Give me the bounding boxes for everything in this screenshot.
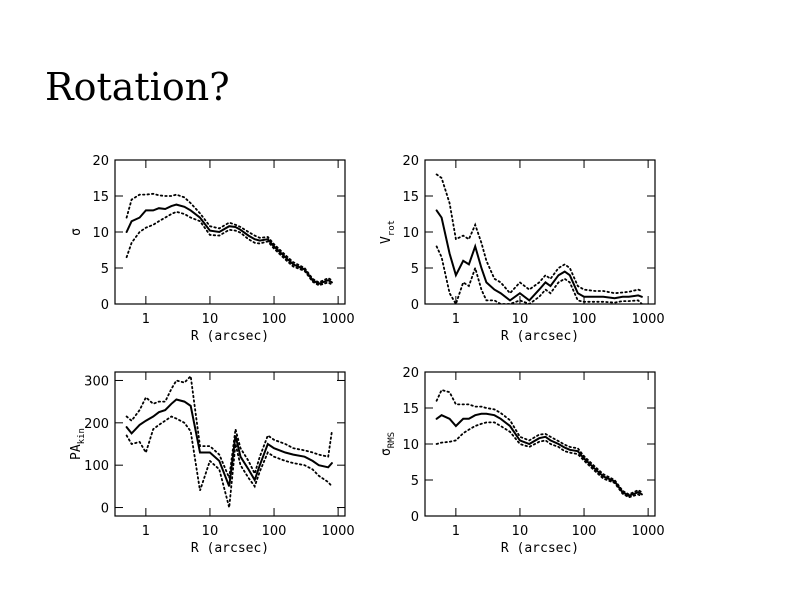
data-line xyxy=(125,398,333,487)
panel: 1 10 100 1000 0 5 10 15 20 R (arcsec) σ xyxy=(69,154,355,344)
y-tick-label: 20 xyxy=(92,154,109,169)
x-axis-label: R (arcsec) xyxy=(191,541,269,556)
y-axis-label: σRMS xyxy=(379,432,397,456)
data-line xyxy=(435,173,643,295)
x-tick-label: 10 xyxy=(512,312,529,327)
x-tick-label: 10 xyxy=(202,524,219,539)
panel: 1 10 100 1000 0 5 10 15 20 R (arcsec) Vrot xyxy=(379,154,665,344)
x-tick-label: 100 xyxy=(262,524,287,539)
x-tick-label: 1000 xyxy=(322,312,355,327)
y-tick-label: 5 xyxy=(101,262,109,277)
x-tick-label: 100 xyxy=(572,312,597,327)
x-tick-label: 1000 xyxy=(632,524,665,539)
data-line xyxy=(435,388,643,496)
plot-frame xyxy=(114,371,346,517)
data-line xyxy=(435,245,643,304)
data-line xyxy=(125,203,333,285)
x-tick-label: 1000 xyxy=(632,312,665,327)
plot-frame xyxy=(424,371,656,517)
y-axis-label-main: PA xyxy=(69,444,84,460)
x-tick-label: 100 xyxy=(572,524,597,539)
slide-title: Rotation? xyxy=(45,65,230,109)
y-axis-label: Vrot xyxy=(379,220,397,244)
y-axis-label: PAkin xyxy=(69,428,87,460)
panel: 1 10 100 1000 0 5 10 15 20 R (arcsec) σRMS xyxy=(379,366,665,556)
y-tick-label: 15 xyxy=(402,190,419,205)
y-tick-label: 10 xyxy=(402,226,419,241)
y-tick-label: 0 xyxy=(101,298,109,313)
data-line xyxy=(435,209,643,302)
y-tick-label: 0 xyxy=(101,502,109,517)
panel: 1 10 100 1000 0 100 200 300 R (arcsec) PAkin xyxy=(69,371,355,556)
y-tick-label: 0 xyxy=(411,298,419,313)
x-tick-label: 1 xyxy=(142,524,150,539)
x-axis-label: R (arcsec) xyxy=(191,329,269,344)
y-tick-label: 300 xyxy=(84,374,109,389)
y-tick-label: 10 xyxy=(92,226,109,241)
x-tick-label: 1 xyxy=(452,312,460,327)
y-axis-label-sub: rot xyxy=(387,220,397,236)
y-axis-label: σ xyxy=(69,228,84,236)
data-line xyxy=(125,415,333,508)
x-tick-label: 1 xyxy=(142,312,150,327)
y-axis-label-main: V xyxy=(379,236,394,244)
y-tick-label: 10 xyxy=(402,438,419,453)
data-line xyxy=(125,192,333,284)
y-tick-label: 15 xyxy=(402,402,419,417)
data-line xyxy=(125,374,333,482)
y-tick-label: 200 xyxy=(84,417,109,432)
y-tick-label: 100 xyxy=(84,459,109,474)
y-tick-label: 20 xyxy=(402,366,419,381)
y-tick-label: 5 xyxy=(411,474,419,489)
y-tick-label: 0 xyxy=(411,510,419,525)
x-tick-label: 1 xyxy=(452,524,460,539)
y-axis-label-main: σ xyxy=(69,228,84,236)
data-line xyxy=(435,421,643,499)
y-axis-label-sub: kin xyxy=(77,428,87,444)
x-tick-label: 100 xyxy=(262,312,287,327)
y-tick-label: 5 xyxy=(411,262,419,277)
y-tick-label: 20 xyxy=(402,154,419,169)
x-axis-label: R (arcsec) xyxy=(501,541,579,556)
y-axis-label-main: σ xyxy=(379,448,394,456)
y-axis-label-sub: RMS xyxy=(387,432,397,448)
x-tick-label: 10 xyxy=(512,524,529,539)
data-line xyxy=(435,412,643,497)
data-line xyxy=(125,210,333,287)
y-tick-label: 15 xyxy=(92,190,109,205)
x-tick-label: 10 xyxy=(202,312,219,327)
plot-frame xyxy=(114,159,346,305)
x-axis-label: R (arcsec) xyxy=(501,329,579,344)
x-tick-label: 1000 xyxy=(322,524,355,539)
